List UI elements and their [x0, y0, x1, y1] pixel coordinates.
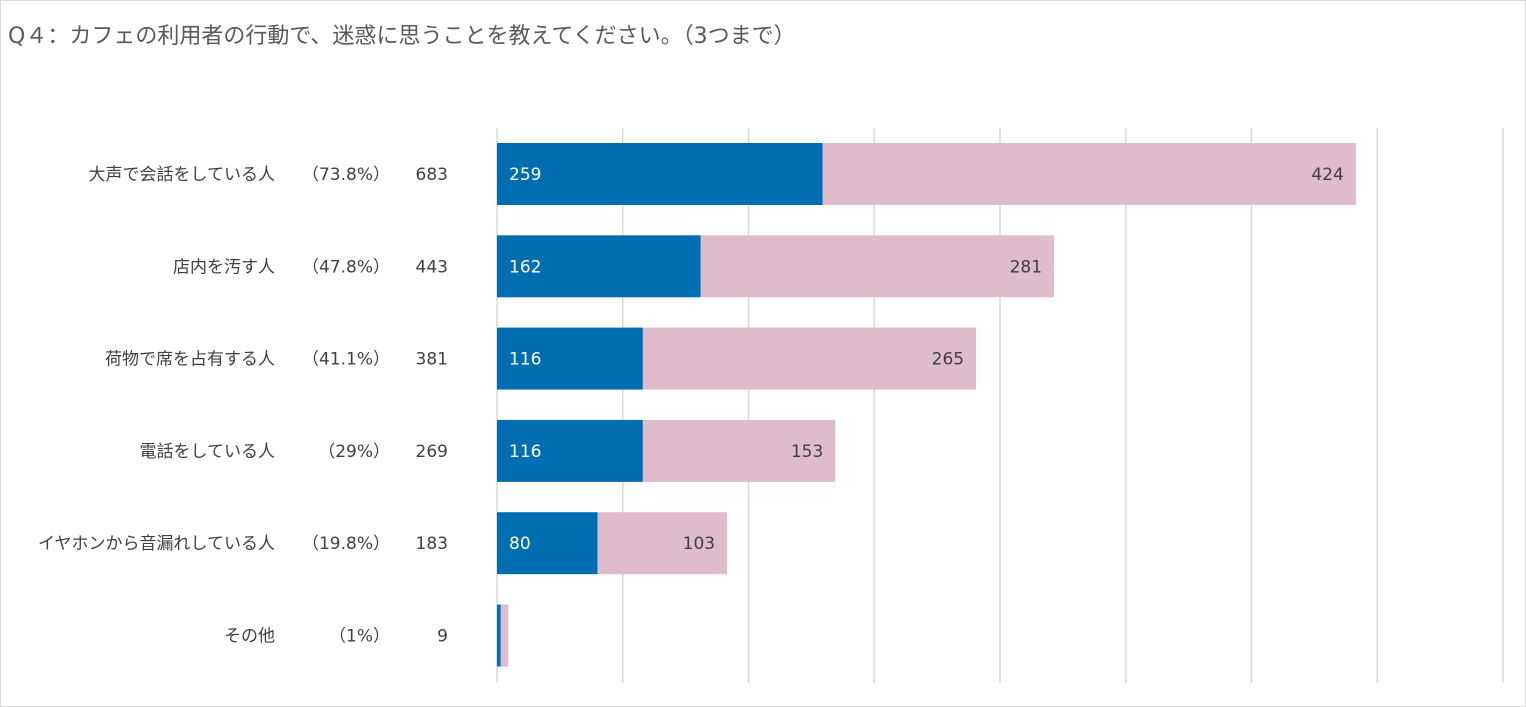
category-label-percent: （73.8%）: [302, 165, 390, 185]
data-label-series-2: 424: [1311, 165, 1343, 185]
category-label-name: 店内を汚す人: [173, 257, 275, 277]
category-label-percent: （29%）: [318, 442, 390, 462]
category-label-count: 381: [416, 350, 448, 370]
data-label-series-1: 80: [509, 534, 531, 554]
data-label-series-1: 259: [509, 165, 541, 185]
category-label-name: 荷物で席を占有する人: [105, 350, 275, 370]
data-label-series-1: 162: [509, 257, 541, 277]
category-label-name: その他: [224, 627, 275, 647]
category-label-count: 683: [416, 165, 448, 185]
category-label-percent: （41.1%）: [302, 350, 390, 370]
bar-segment-series-2: [642, 327, 977, 390]
category-label-name: イヤホンから音漏れしている人: [38, 534, 275, 554]
bar-segment-series-2: [597, 512, 728, 575]
category-label-name: 電話をしている人: [140, 442, 276, 462]
bar-segment-series-1: [497, 235, 701, 298]
bar-segment-series-2: [500, 604, 509, 667]
data-label-series-1: 116: [509, 350, 541, 370]
category-label-count: 9: [437, 627, 448, 647]
category-label-count: 269: [416, 442, 448, 462]
bar-segment-series-2: [642, 419, 836, 482]
bar-segment-series-1: [497, 604, 501, 667]
bar-segment-series-1: [497, 512, 598, 575]
bar-segment-series-1: [497, 327, 643, 390]
data-label-series-1: 116: [509, 442, 541, 462]
bar-segment-series-2: [700, 235, 1055, 298]
category-label-percent: （19.8%）: [302, 534, 390, 554]
data-label-series-2: 153: [791, 442, 823, 462]
chart-title: Q４：カフェの利用者の行動で、迷惑に思うことを教えてください。（3つまで）: [8, 24, 796, 49]
data-label-series-2: 265: [932, 350, 964, 370]
data-label-series-2: 103: [683, 534, 715, 554]
category-label-percent: （1%）: [329, 627, 390, 647]
bar-segment-series-2: [822, 143, 1356, 205]
category-label-count: 183: [416, 534, 448, 554]
category-label-name: 大声で会話をしている人: [89, 165, 276, 185]
category-label-percent: （47.8%）: [302, 257, 390, 277]
bar-segment-series-1: [497, 143, 823, 205]
category-label-count: 443: [416, 257, 448, 277]
bar-segment-series-1: [497, 419, 643, 482]
data-label-series-2: 281: [1010, 257, 1042, 277]
